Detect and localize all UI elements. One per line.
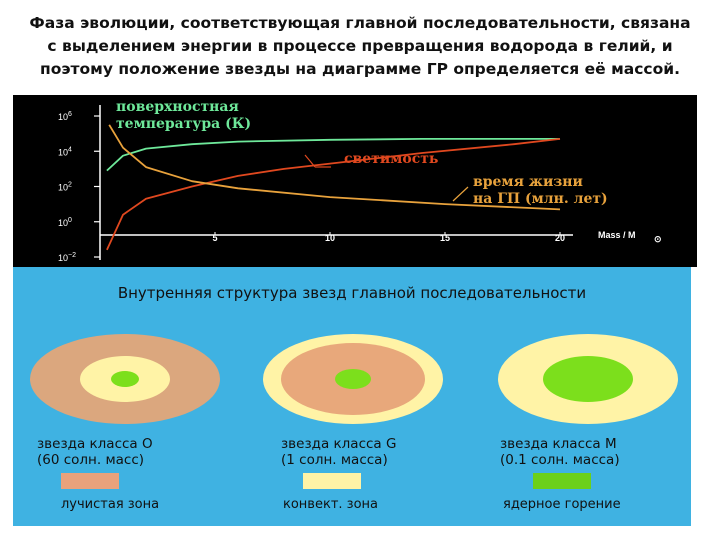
structure-title: Внутренняя структура звезд главной после…: [117, 284, 587, 302]
lifetime-pointer: [452, 186, 469, 202]
star-structure-panel: Внутренняя структура звезд главной после…: [13, 267, 691, 526]
lifetime-label-line-2: на ГП (млн. лет): [473, 191, 608, 207]
legend-nuclear-label: ядерное горение: [503, 497, 621, 512]
chart-svg: 106 104 102 100 10−2 5 10 15 20 Mass / M ⊙ пове…: [13, 95, 697, 267]
luminosity-label: светимость: [344, 151, 438, 167]
heading-line-3: поэтому положение звезды на диаграмме ГР…: [40, 60, 680, 78]
chart-background: [13, 95, 697, 267]
y-tick-label: 104: [58, 146, 72, 157]
heading-line-1: Фаза эволюции, соответствующая главной п…: [29, 14, 691, 32]
star-g-core: [335, 369, 371, 389]
temperature-label-line-1: поверхностная: [116, 99, 239, 115]
star-m-core: [543, 356, 633, 402]
temperature-curve: [106, 138, 560, 172]
lifetime-curve: [108, 124, 561, 211]
y-tick-label: 10−2: [58, 252, 76, 263]
star-m-class-label: звезда класса М: [500, 436, 617, 452]
star-g-mass-label: (1 солн. масса): [281, 452, 388, 468]
lifetime-label-line-1: время жизни: [473, 174, 583, 190]
slide-heading: Фаза эволюции, соответствующая главной п…: [20, 12, 700, 81]
x-axis-label: Mass / M: [598, 230, 636, 240]
x-tick-label: 10: [325, 233, 335, 243]
luminosity-curve: [106, 138, 561, 251]
legend-swatch-radiative: [61, 473, 119, 489]
heading-line-2: с выделением энергии в процессе превраще…: [47, 37, 673, 55]
star-g-class-label: звезда класса G: [281, 436, 397, 452]
x-tick-label: 20: [555, 233, 565, 243]
legend-radiative-label: лучистая зона: [61, 497, 160, 512]
legend-swatch-nuclear: [533, 473, 591, 489]
star-o-class-label: звезда класса О: [37, 436, 153, 452]
star-o-mass-label: (60 солн. масс): [37, 452, 145, 468]
legend-convective-label: конвект. зона: [283, 497, 378, 512]
y-tick-label: 102: [58, 182, 72, 193]
x-tick-label: 5: [212, 233, 217, 243]
sun-symbol-icon: ⊙: [654, 234, 662, 244]
star-o-core: [111, 371, 139, 387]
y-tick-label: 100: [58, 217, 72, 228]
y-tick-label: 106: [58, 111, 72, 122]
x-tick-label: 15: [440, 233, 450, 243]
mass-dependence-chart: 106 104 102 100 10−2 5 10 15 20 Mass / M ⊙ пове…: [13, 95, 697, 267]
star-m-mass-label: (0.1 солн. масса): [500, 452, 620, 468]
luminosity-pointer-2: [304, 154, 316, 168]
legend-swatch-convective: [303, 473, 361, 489]
temperature-label-line-2: температура (К): [116, 116, 251, 132]
